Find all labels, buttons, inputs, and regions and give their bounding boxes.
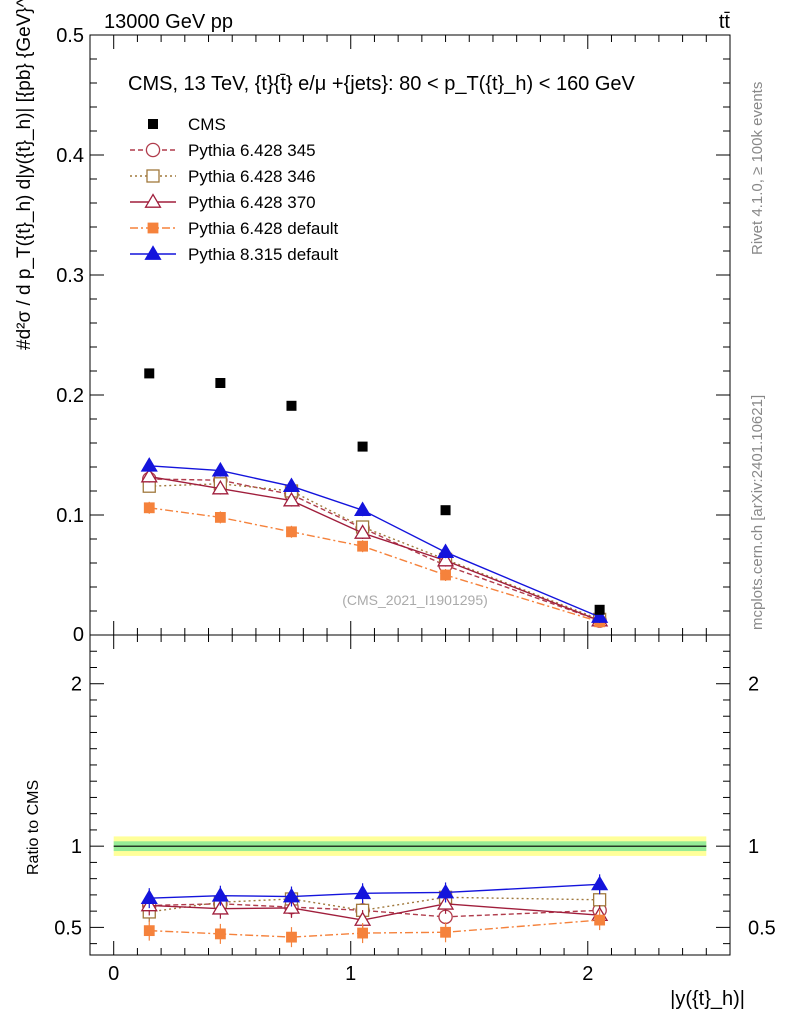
ratio-point — [282, 887, 301, 903]
series-line-2 — [149, 475, 600, 622]
series-point — [211, 461, 229, 477]
series-point — [440, 569, 451, 581]
energy-label: 13000 GeV pp — [104, 11, 233, 33]
legend-mark-1 — [146, 169, 160, 183]
cms-data-point — [357, 441, 368, 452]
ratio-point — [592, 893, 607, 907]
main-ytick-label: 0.4 — [56, 145, 84, 167]
axis-ticks — [90, 34, 730, 955]
ratio-point — [214, 928, 226, 940]
legend-label-p6-346: Pythia 6.428 346 — [188, 167, 316, 186]
legend-label-p6-370: Pythia 6.428 370 — [188, 193, 316, 212]
legend-mark-cms — [148, 119, 158, 129]
cms-data-point — [215, 378, 226, 388]
series-point — [282, 477, 301, 493]
legend-label-p6-345: Pythia 6.428 345 — [188, 141, 316, 160]
ratio-y-axis-label: Ratio to CMS — [25, 780, 42, 875]
ratio-point — [211, 886, 229, 902]
legend-mark-3 — [147, 222, 159, 234]
ratio-ytick-label-left: 0.5 — [54, 917, 82, 939]
ratio-y-tick-labels: 0.5 1 2 0.5 1 2 — [54, 674, 776, 940]
series-point — [211, 479, 229, 495]
x-tick-labels: 0 1 2 — [108, 963, 593, 985]
source-label: mcplots.cern.ch [arXiv:2401.10621] — [749, 395, 766, 630]
ratio-line-3 — [149, 919, 600, 938]
main-y-tick-labels: 0.1 0.2 0.3 0.4 0.5 0 — [56, 25, 84, 646]
legend-mark-2 — [144, 193, 162, 208]
ratio-point — [211, 899, 229, 915]
ratio-point — [282, 899, 301, 914]
legend-mark-4 — [144, 245, 162, 260]
series-point — [354, 524, 372, 539]
ratio-point — [594, 914, 606, 926]
process-label: tt̄ — [719, 11, 731, 33]
series-point — [282, 491, 301, 507]
main-plot-frame — [89, 34, 731, 636]
rivet-label: Rivet 4.1.0, ≥ 100k events — [749, 82, 766, 255]
legend-label-cms: CMS — [188, 115, 226, 134]
main-ytick-label: 0.5 — [56, 25, 84, 47]
series-point — [286, 526, 297, 538]
series-point — [357, 540, 368, 552]
xtick-label: 1 — [345, 963, 356, 985]
ratio-point — [354, 884, 372, 900]
ratio-point — [140, 889, 158, 905]
series-point — [140, 467, 158, 483]
ratio-line-0 — [149, 903, 600, 918]
cms-data-point — [286, 400, 297, 411]
series-point — [591, 608, 609, 623]
analysis-watermark: (CMS_2021_I1901295) — [342, 592, 488, 608]
ratio-line-2 — [149, 903, 600, 921]
series-point — [436, 543, 455, 559]
cms-data-point — [144, 368, 155, 379]
main-plot-marks — [140, 368, 609, 628]
main-y-axis-label: #d²σ / d p_T({t}_h) d|y({t}_h)| [{pb} {G… — [14, 0, 35, 350]
ratio-ytick-label-left: 1 — [71, 836, 82, 858]
legend-marks — [130, 119, 176, 260]
cms-data-point — [440, 505, 451, 516]
ratio-plot-marks — [140, 874, 609, 948]
ratio-ytick-label-right: 2 — [748, 674, 759, 696]
ratio-point — [591, 875, 609, 891]
ratio-point — [436, 883, 455, 899]
main-ytick-label: 0.2 — [56, 385, 84, 407]
ratio-point — [436, 895, 455, 910]
ratio-plot-frame — [89, 634, 731, 956]
series-line-0 — [149, 478, 600, 622]
series-point — [143, 502, 155, 514]
main-ytick-label-zero: 0 — [73, 624, 84, 646]
cms-data-point — [594, 604, 605, 615]
ratio-point — [440, 926, 451, 938]
series-point — [436, 551, 455, 567]
xtick-label: 0 — [108, 963, 119, 985]
series-point — [354, 501, 372, 517]
ratio-ytick-label-right: 0.5 — [748, 917, 776, 939]
legend-label-p8-default: Pythia 8.315 default — [188, 245, 339, 264]
main-ytick-label: 0.3 — [56, 265, 84, 287]
ratio-ytick-label-left: 2 — [71, 674, 82, 696]
series-line-3 — [149, 507, 600, 623]
legend-label-p6-default: Pythia 6.428 default — [188, 219, 339, 238]
x-axis-label: |y({t}_h)| — [670, 988, 745, 1010]
series-point — [140, 457, 158, 472]
series-line-4 — [149, 465, 600, 618]
ratio-point — [357, 927, 368, 939]
xtick-label: 2 — [582, 963, 593, 985]
series-point — [214, 512, 226, 523]
ratio-point — [286, 931, 297, 943]
legend: CMS Pythia 6.428 345 Pythia 6.428 346 Py… — [130, 115, 339, 264]
ratio-ytick-label-right: 1 — [748, 836, 759, 858]
ratio-point — [143, 925, 155, 937]
chart-title: CMS, 13 TeV, {t}{t̄} e/μ +{jets}: 80 < p… — [128, 73, 636, 95]
main-ytick-label: 0.1 — [56, 505, 84, 527]
ratio-line-4 — [149, 883, 600, 899]
legend-mark-0 — [145, 142, 161, 158]
